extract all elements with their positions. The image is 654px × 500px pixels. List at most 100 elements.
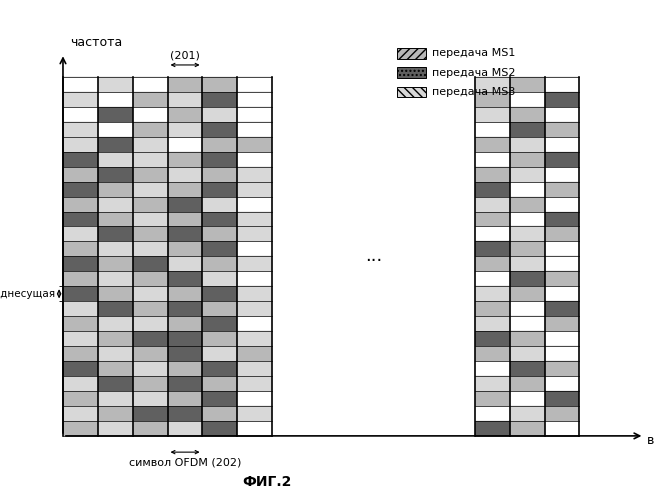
Text: символ OFDM (202): символ OFDM (202) — [129, 458, 241, 468]
Bar — [475, 107, 509, 122]
Bar — [397, 86, 426, 97]
Bar — [98, 361, 133, 376]
Bar — [237, 137, 272, 152]
Bar — [237, 331, 272, 346]
Bar — [237, 376, 272, 391]
Text: ФИГ.2: ФИГ.2 — [242, 476, 291, 490]
Bar — [98, 137, 133, 152]
Bar — [63, 331, 98, 346]
Bar — [98, 272, 133, 286]
Bar — [133, 226, 167, 242]
Bar — [475, 196, 509, 212]
Bar — [63, 406, 98, 421]
Bar — [203, 421, 237, 436]
Bar — [98, 421, 133, 436]
Bar — [237, 182, 272, 196]
Bar — [475, 302, 509, 316]
Text: частота: частота — [70, 36, 122, 49]
Bar — [63, 182, 98, 196]
Bar — [98, 212, 133, 226]
Bar — [98, 226, 133, 242]
Bar — [203, 137, 237, 152]
Bar — [98, 166, 133, 182]
Bar — [63, 212, 98, 226]
Bar — [63, 316, 98, 331]
Bar — [167, 226, 203, 242]
Bar — [509, 376, 545, 391]
Bar — [545, 391, 579, 406]
Text: передача MS1: передача MS1 — [432, 48, 515, 58]
Bar — [167, 286, 203, 302]
Bar — [545, 316, 579, 331]
Bar — [203, 331, 237, 346]
Bar — [203, 272, 237, 286]
Bar — [63, 77, 272, 436]
Bar — [133, 152, 167, 166]
Bar — [475, 166, 509, 182]
Bar — [397, 48, 426, 59]
Bar — [509, 137, 545, 152]
Bar — [203, 182, 237, 196]
Bar — [133, 376, 167, 391]
Bar — [203, 92, 237, 107]
Bar — [475, 316, 509, 331]
Bar — [167, 272, 203, 286]
Bar — [475, 286, 509, 302]
Bar — [167, 302, 203, 316]
Bar — [63, 137, 98, 152]
Bar — [133, 302, 167, 316]
Bar — [203, 77, 237, 92]
Bar — [133, 137, 167, 152]
Bar — [475, 77, 579, 436]
Bar — [133, 92, 167, 107]
Bar — [203, 256, 237, 272]
Bar — [63, 92, 98, 107]
Bar — [167, 331, 203, 346]
Text: поднесущая: поднесущая — [0, 289, 55, 299]
Bar — [237, 256, 272, 272]
Bar — [133, 122, 167, 137]
Bar — [237, 406, 272, 421]
Bar — [509, 406, 545, 421]
Bar — [63, 391, 98, 406]
Bar — [167, 421, 203, 436]
Bar — [475, 391, 509, 406]
Bar — [98, 196, 133, 212]
Bar — [133, 272, 167, 286]
Bar — [63, 272, 98, 286]
Bar — [475, 77, 509, 92]
Bar — [237, 361, 272, 376]
Bar — [203, 226, 237, 242]
Bar — [545, 152, 579, 166]
Bar — [237, 212, 272, 226]
Bar — [133, 361, 167, 376]
Bar — [167, 196, 203, 212]
Bar — [203, 212, 237, 226]
Bar — [167, 166, 203, 182]
Bar — [509, 421, 545, 436]
Bar — [237, 226, 272, 242]
Bar — [509, 256, 545, 272]
Bar — [203, 152, 237, 166]
Bar — [133, 391, 167, 406]
Bar — [203, 316, 237, 331]
Bar — [133, 212, 167, 226]
Bar — [167, 242, 203, 256]
Bar — [98, 406, 133, 421]
Bar — [133, 182, 167, 196]
Bar — [475, 346, 509, 361]
Bar — [63, 346, 98, 361]
Bar — [509, 346, 545, 361]
Bar — [133, 256, 167, 272]
Bar — [63, 256, 98, 272]
Bar — [203, 376, 237, 391]
Bar — [98, 316, 133, 331]
Bar — [63, 122, 98, 137]
Bar — [545, 406, 579, 421]
Bar — [167, 122, 203, 137]
Text: передача MS3: передача MS3 — [432, 87, 515, 97]
Bar — [167, 92, 203, 107]
Bar — [167, 77, 203, 92]
Bar — [167, 361, 203, 376]
Bar — [545, 212, 579, 226]
